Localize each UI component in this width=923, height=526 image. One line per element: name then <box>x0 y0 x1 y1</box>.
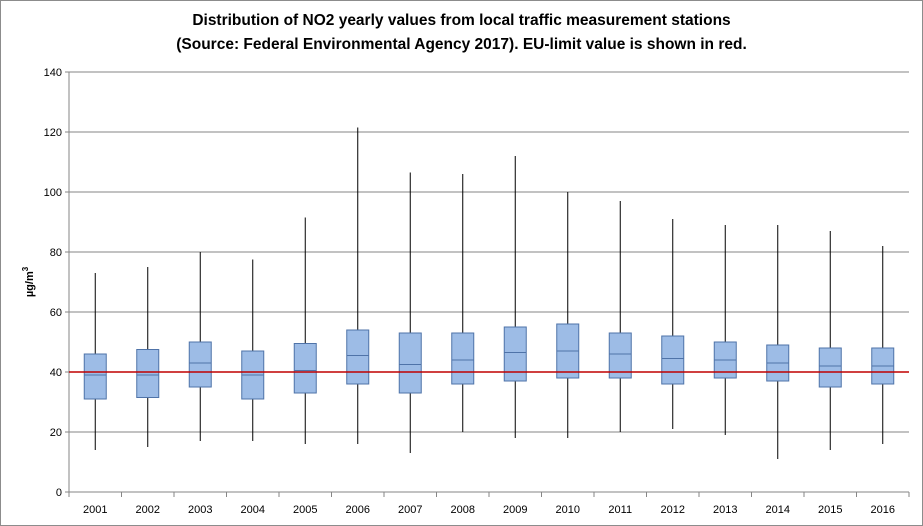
chart-title-line-2: (Source: Federal Environmental Agency 20… <box>176 36 747 53</box>
x-tick-label-2015: 2015 <box>818 504 842 516</box>
box-2016 <box>871 246 895 444</box>
y-tick-label-100: 100 <box>44 187 62 199</box>
box-iqr <box>608 332 632 379</box>
chart-title-line-1: Distribution of NO2 yearly values from l… <box>192 12 731 29</box>
box-iqr <box>83 353 107 400</box>
box-series <box>83 127 895 459</box>
y-tick-label-80: 80 <box>50 247 62 259</box>
x-tick-label-2014: 2014 <box>766 504 790 516</box>
x-tick-label-2005: 2005 <box>293 504 317 516</box>
x-axis: 2001 2002 2003 2004 2005 2006 2007 2008 2009 2010… <box>68 72 910 516</box>
y-tick-label-40: 40 <box>50 367 62 379</box>
box-2015 <box>818 231 842 450</box>
box-iqr <box>346 329 370 385</box>
y-tick-label-20: 20 <box>50 427 62 439</box>
x-tick-label-2002: 2002 <box>136 504 160 516</box>
x-tick-label-2012: 2012 <box>661 504 685 516</box>
x-tick-label-2010: 2010 <box>556 504 580 516</box>
y-tick-label-140: 140 <box>44 67 62 79</box>
box-iqr <box>136 349 160 398</box>
x-tick-label-2008: 2008 <box>451 504 475 516</box>
gridlines <box>69 71 909 433</box>
box-2007 <box>398 172 422 453</box>
x-tick-label-2016: 2016 <box>871 504 895 516</box>
x-tick-label-2007: 2007 <box>398 504 422 516</box>
box-2005 <box>293 217 317 444</box>
box-2012 <box>661 219 685 429</box>
x-tick-label-2013: 2013 <box>713 504 737 516</box>
x-tick-label-2004: 2004 <box>241 504 265 516</box>
y-tick-label-60: 60 <box>50 307 62 319</box>
x-tick-label-2001: 2001 <box>83 504 107 516</box>
box-2008 <box>451 174 475 432</box>
box-2004 <box>241 259 265 441</box>
x-tick-label-2003: 2003 <box>188 504 212 516</box>
box-iqr <box>293 343 317 394</box>
box-2011 <box>608 201 632 432</box>
x-tick-label-2009: 2009 <box>503 504 527 516</box>
y-tick-label-120: 120 <box>44 127 62 139</box>
chart-title: Distribution of NO2 yearly values from l… <box>0 9 923 57</box>
y-axis-label: µg/m3 <box>21 266 36 297</box>
x-tick-label-2011: 2011 <box>608 504 632 516</box>
box-2009 <box>503 156 527 438</box>
box-iqr <box>818 347 842 388</box>
box-2003 <box>188 252 212 441</box>
box-iqr <box>503 326 527 382</box>
box-2014 <box>766 225 790 459</box>
box-iqr <box>451 332 475 385</box>
box-2010 <box>556 192 580 438</box>
box-iqr <box>661 335 685 385</box>
y-tick-label-0: 0 <box>56 487 62 499</box>
y-axis-label-superscript: 3 <box>21 266 30 271</box>
box-iqr <box>188 341 212 388</box>
y-axis-label-unit: µg/m <box>24 271 36 297</box>
box-2006 <box>346 127 370 444</box>
box-iqr <box>398 332 422 394</box>
x-tick-label-2006: 2006 <box>346 504 370 516</box>
y-axis-ticks: 0 20 40 60 80 100 120 140 <box>44 67 69 499</box>
box-2001 <box>83 273 107 450</box>
box-2013 <box>713 225 737 435</box>
box-2002 <box>136 267 160 447</box>
